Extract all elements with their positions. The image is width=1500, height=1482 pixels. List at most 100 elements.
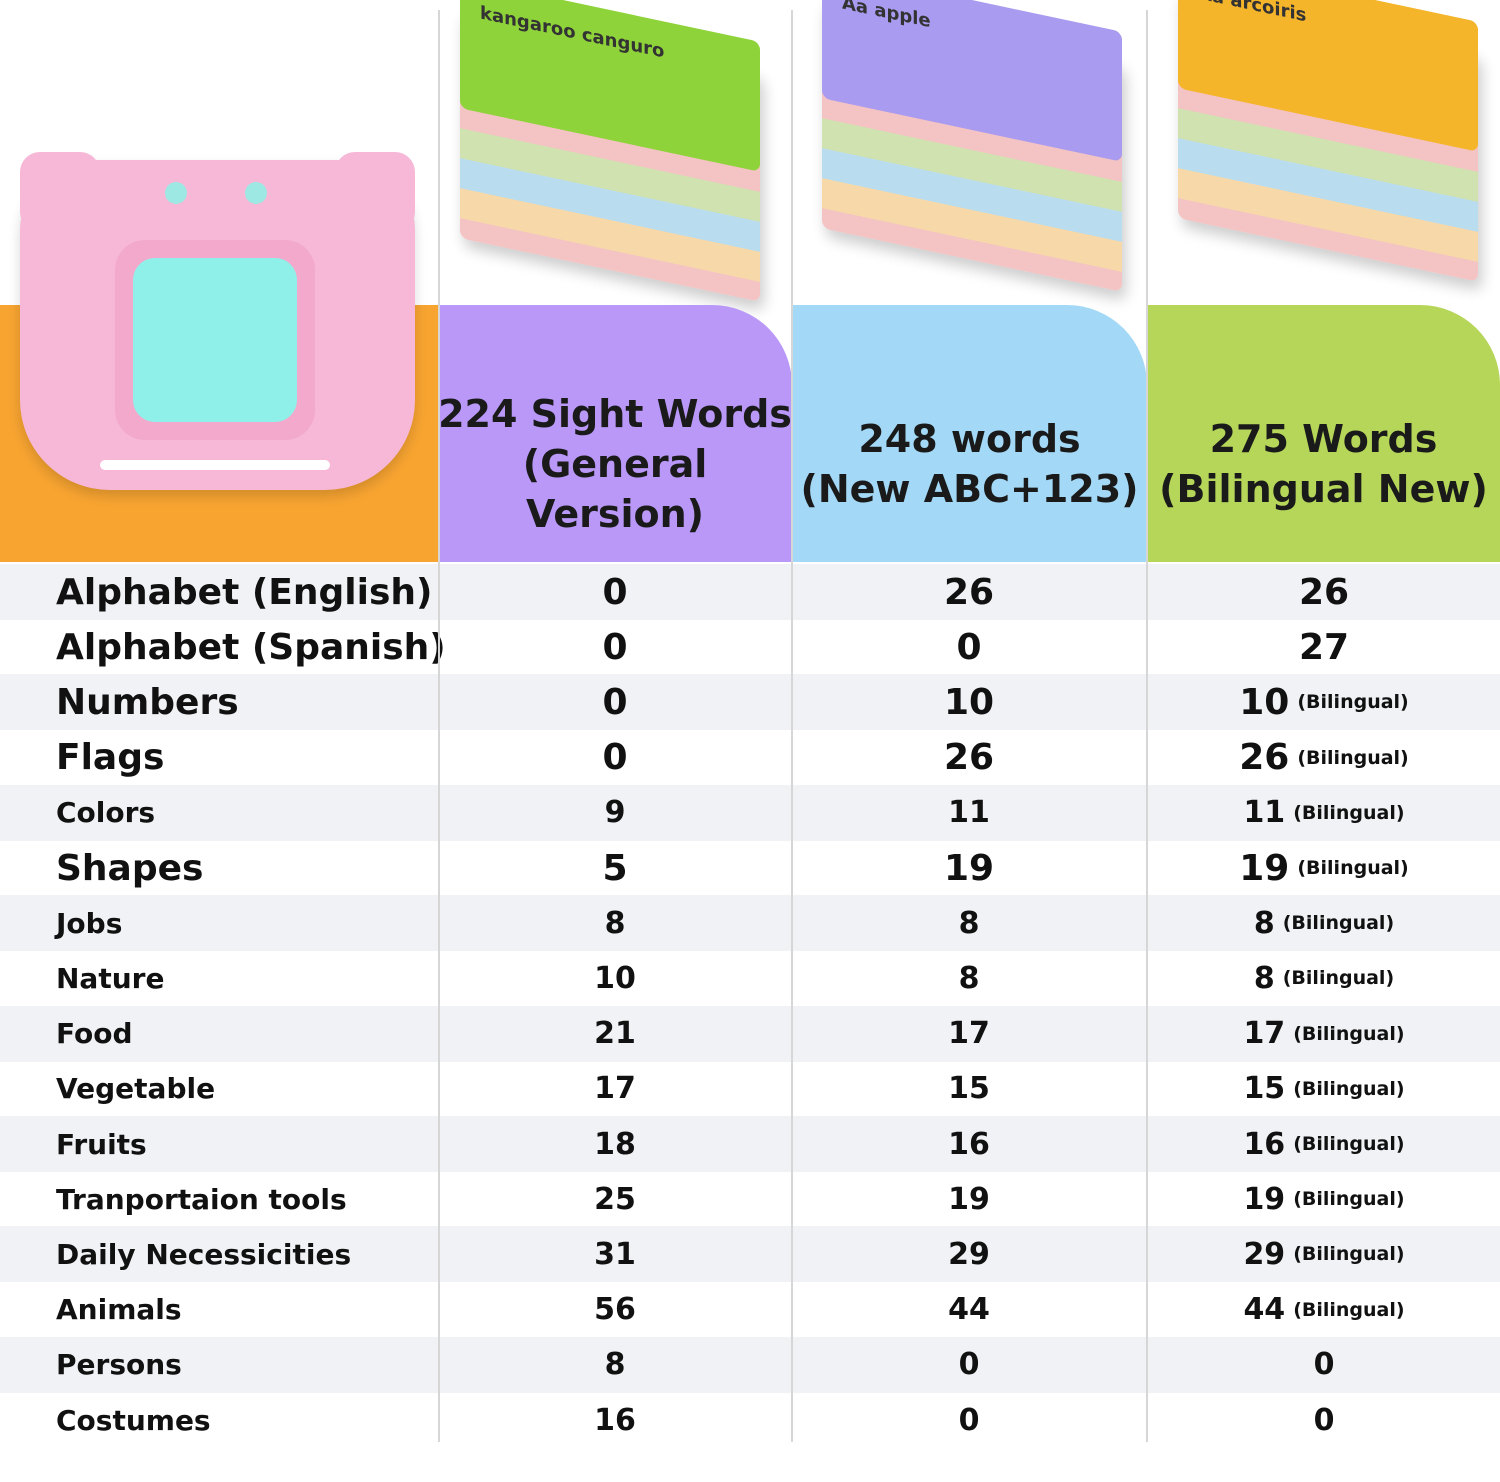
value-text: 44 — [1243, 1292, 1286, 1328]
row-value: 19 (Bilingual) — [1147, 840, 1500, 896]
row-value: 44 (Bilingual) — [1147, 1282, 1500, 1338]
card-deck-image-1: kangaroo canguro — [460, 0, 760, 302]
row-value: 10 (Bilingual) — [1147, 674, 1500, 730]
value-text: 5 — [602, 847, 628, 889]
table-row: Shapes 5 19 19 (Bilingual) — [0, 840, 1500, 896]
value-text: 0 — [602, 571, 628, 613]
row-value: 8 — [792, 950, 1146, 1006]
row-value: 29 — [792, 1226, 1146, 1282]
row-value: 0 — [1147, 1392, 1500, 1448]
table-row: Fruits 18 16 16 (Bilingual) — [0, 1116, 1500, 1172]
value-text: 31 — [594, 1236, 636, 1272]
value-text: 0 — [602, 737, 628, 779]
card-slot — [100, 460, 330, 470]
column-header-3: 275 Words (Bilingual New) — [1147, 305, 1500, 562]
row-value: 0 — [438, 619, 792, 675]
value-text: 21 — [594, 1016, 636, 1052]
row-label: Animals — [56, 1293, 182, 1327]
value-text: 9 — [604, 795, 626, 831]
row-label: Shapes — [56, 847, 204, 889]
row-label: Persons — [56, 1348, 182, 1382]
value-text: 15 — [948, 1071, 990, 1107]
value-text: 19 — [943, 847, 995, 889]
bilingual-note: (Bilingual) — [1293, 1243, 1405, 1266]
row-label: Alphabet (Spanish) — [56, 626, 446, 668]
row-label: Costumes — [56, 1403, 211, 1437]
row-label: Food — [56, 1017, 133, 1051]
row-value: 17 — [438, 1061, 792, 1117]
column-divider — [1146, 10, 1148, 1442]
bilingual-note: (Bilingual) — [1293, 1188, 1405, 1211]
table-row: Costumes 16 0 0 — [0, 1392, 1500, 1448]
row-label: Fruits — [56, 1127, 147, 1161]
value-text: 16 — [594, 1402, 636, 1438]
row-value: 8 — [438, 1337, 792, 1393]
bilingual-note: (Bilingual) — [1282, 967, 1395, 990]
table-row: Vegetable 17 15 15 (Bilingual) — [0, 1061, 1500, 1117]
table-row: Jobs 8 8 8 (Bilingual) — [0, 895, 1500, 952]
card-text: Aa arcoiris — [1178, 0, 1478, 152]
value-text: 11 — [948, 795, 990, 831]
row-value: 0 — [792, 1392, 1146, 1448]
value-text: 8 — [958, 905, 980, 941]
value-text: 17 — [594, 1071, 636, 1107]
row-value: 18 — [438, 1116, 792, 1172]
table-row: Food 21 17 17 (Bilingual) — [0, 1005, 1500, 1062]
bilingual-note: (Bilingual) — [1297, 857, 1409, 879]
value-text: 0 — [602, 681, 628, 723]
table-row: Colors 9 11 11 (Bilingual) — [0, 784, 1500, 841]
value-text: 26 — [1239, 737, 1290, 779]
table-row: Numbers 0 10 10 (Bilingual) — [0, 674, 1500, 731]
row-label: Nature — [56, 961, 165, 995]
value-text: 29 — [948, 1236, 990, 1272]
row-value: 11 (Bilingual) — [1147, 785, 1500, 841]
row-value: 26 — [1147, 564, 1500, 620]
card-deck-image-2: Aa apple — [822, 0, 1122, 292]
value-text: 8 — [1253, 905, 1275, 941]
row-label: Colors — [56, 796, 156, 830]
value-text: 10 — [943, 681, 995, 723]
table-row: Alphabet (English) 0 26 26 — [0, 564, 1500, 620]
row-value: 26 — [792, 730, 1146, 786]
row-label: Numbers — [56, 681, 239, 723]
row-label: Tranportaion tools — [56, 1182, 347, 1216]
row-value: 26 (Bilingual) — [1147, 730, 1500, 786]
bilingual-note: (Bilingual) — [1293, 1133, 1405, 1155]
row-label: Vegetable — [56, 1072, 216, 1106]
value-text: 26 — [1298, 571, 1350, 613]
value-text: 26 — [943, 571, 995, 613]
row-value: 21 — [438, 1006, 792, 1062]
device-button-icon — [245, 182, 267, 204]
row-value: 19 — [792, 1171, 1146, 1227]
card-deck-image-3: Aa arcoiris — [1178, 0, 1478, 282]
row-value: 5 — [438, 840, 792, 896]
column-header-2: 248 words (New ABC+123) — [792, 305, 1147, 562]
bilingual-note: (Bilingual) — [1297, 746, 1409, 769]
row-value: 0 — [1147, 1337, 1500, 1393]
card-text: kangaroo canguro — [460, 0, 760, 172]
value-text: 0 — [958, 1402, 980, 1438]
row-value: 0 — [792, 619, 1146, 675]
column-divider — [438, 10, 440, 1442]
value-text: 0 — [602, 626, 628, 668]
column-header-1: 224 Sight Words (General Version) — [438, 305, 792, 562]
row-value: 10 — [792, 674, 1146, 730]
value-text: 11 — [1243, 795, 1286, 831]
device-screen — [133, 258, 297, 422]
row-label: Daily Necessicities — [56, 1237, 352, 1271]
bilingual-note: (Bilingual) — [1282, 912, 1395, 935]
row-value: 25 — [438, 1171, 792, 1227]
row-label: Jobs — [56, 906, 123, 940]
bilingual-note: (Bilingual) — [1293, 1298, 1405, 1321]
row-value: 56 — [438, 1282, 792, 1338]
row-value: 17 (Bilingual) — [1147, 1006, 1500, 1062]
row-value: 0 — [792, 1337, 1146, 1393]
row-value: 16 — [438, 1392, 792, 1448]
value-text: 8 — [604, 1347, 626, 1383]
value-text: 29 — [1243, 1236, 1286, 1272]
card-text: Aa apple — [822, 0, 1122, 162]
value-text: 0 — [958, 1347, 980, 1383]
table-row: Persons 8 0 0 — [0, 1336, 1500, 1393]
bilingual-note: (Bilingual) — [1293, 801, 1405, 824]
value-text: 8 — [958, 960, 980, 996]
